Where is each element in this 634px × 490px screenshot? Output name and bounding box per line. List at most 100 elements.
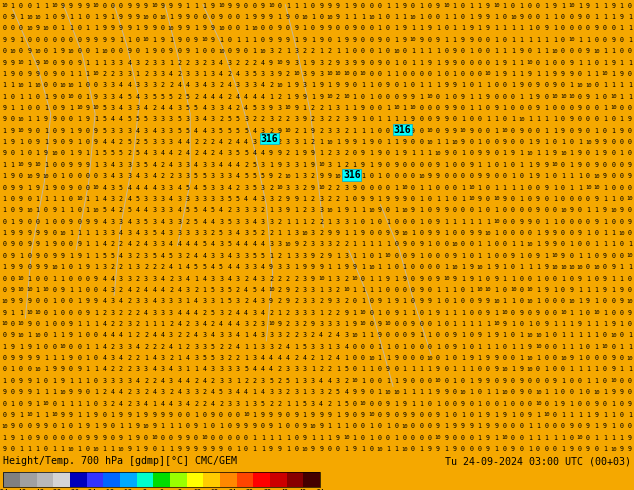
Text: 9: 9 (27, 242, 31, 247)
Text: 1: 1 (369, 423, 373, 429)
Text: 9: 9 (261, 412, 265, 418)
Text: 10: 10 (68, 446, 74, 452)
Text: 4: 4 (169, 400, 173, 407)
Text: 3: 3 (127, 343, 131, 350)
Text: 1: 1 (386, 264, 390, 270)
Text: 3: 3 (294, 367, 298, 372)
Text: 3: 3 (178, 219, 181, 225)
Text: 5: 5 (302, 400, 306, 407)
Text: 0: 0 (369, 71, 373, 77)
Text: 9: 9 (319, 94, 323, 99)
Text: 9: 9 (403, 139, 406, 145)
Bar (70, 472, 87, 487)
Text: 9: 9 (102, 435, 107, 441)
Text: 2: 2 (336, 185, 340, 191)
Text: 3: 3 (102, 264, 107, 270)
Text: 1: 1 (477, 94, 482, 99)
Text: 9: 9 (11, 412, 15, 418)
Text: 0: 0 (603, 298, 607, 304)
Text: 10: 10 (576, 265, 583, 270)
Text: 1: 1 (36, 343, 39, 350)
Text: 9: 9 (344, 412, 348, 418)
Text: 1: 1 (294, 400, 298, 407)
Text: 3: 3 (294, 59, 298, 66)
Text: 9: 9 (61, 59, 65, 66)
Text: 9: 9 (477, 150, 482, 156)
Text: 0: 0 (469, 253, 474, 259)
Text: 3: 3 (169, 185, 173, 191)
Text: 4: 4 (261, 242, 265, 247)
Text: 1: 1 (378, 355, 382, 361)
Text: 0: 0 (611, 116, 615, 122)
Text: 9: 9 (86, 37, 89, 43)
Text: 1: 1 (628, 14, 632, 20)
Text: 0: 0 (586, 150, 590, 156)
Text: 1: 1 (461, 412, 465, 418)
Text: 2: 2 (110, 264, 115, 270)
Text: 0: 0 (11, 196, 15, 202)
Text: 1: 1 (110, 14, 115, 20)
Text: 1: 1 (378, 242, 382, 247)
Text: 0: 0 (427, 207, 432, 213)
Text: 1: 1 (369, 162, 373, 168)
Text: 9: 9 (545, 162, 548, 168)
Text: 5: 5 (127, 139, 131, 145)
Text: 5: 5 (344, 400, 348, 407)
Text: 3: 3 (228, 332, 231, 339)
Text: 9: 9 (127, 14, 131, 20)
Text: 2: 2 (160, 343, 165, 350)
Text: 0: 0 (495, 173, 498, 179)
Text: 5: 5 (252, 253, 256, 259)
Text: 0: 0 (569, 378, 573, 384)
Text: 4: 4 (210, 332, 215, 339)
Text: 9: 9 (477, 298, 482, 304)
Text: 10: 10 (526, 299, 533, 304)
Text: 0: 0 (278, 2, 281, 9)
Bar (3, 472, 20, 487)
Text: 9: 9 (403, 400, 406, 407)
Text: 9: 9 (27, 321, 31, 327)
Text: 0: 0 (444, 298, 448, 304)
Text: 5: 5 (261, 173, 265, 179)
Text: 0: 0 (19, 367, 23, 372)
Text: 3: 3 (160, 207, 165, 213)
Text: 2: 2 (178, 332, 181, 339)
Text: 9: 9 (344, 264, 348, 270)
Text: 9: 9 (486, 150, 490, 156)
Text: 0: 0 (603, 264, 607, 270)
Text: 9: 9 (403, 196, 406, 202)
Text: 0: 0 (545, 207, 548, 213)
Text: 3: 3 (194, 59, 198, 66)
Text: 3: 3 (110, 298, 115, 304)
Text: 0: 0 (469, 435, 474, 441)
Text: 1: 1 (378, 389, 382, 395)
Text: 9: 9 (236, 48, 240, 54)
Text: 10: 10 (76, 105, 82, 111)
Text: 10: 10 (1, 299, 8, 304)
Text: 9: 9 (160, 412, 165, 418)
Text: 5: 5 (186, 207, 190, 213)
Text: 10: 10 (243, 413, 249, 417)
Text: 3: 3 (219, 287, 223, 293)
Text: 2: 2 (144, 59, 148, 66)
Text: 0: 0 (77, 207, 81, 213)
Text: 5: 5 (269, 378, 273, 384)
Text: 2: 2 (127, 367, 131, 372)
Text: 5: 5 (236, 116, 240, 122)
Text: 0: 0 (369, 230, 373, 236)
Text: 0: 0 (511, 139, 515, 145)
Text: 3: 3 (119, 128, 123, 134)
Text: 1: 1 (77, 378, 81, 384)
Text: 0: 0 (527, 230, 532, 236)
Text: 3: 3 (160, 185, 165, 191)
Text: 0: 0 (461, 105, 465, 111)
Text: 1: 1 (361, 287, 365, 293)
Text: 1: 1 (553, 25, 557, 31)
Text: 0: 0 (595, 355, 598, 361)
Text: 10: 10 (393, 49, 399, 54)
Text: 1: 1 (136, 412, 139, 418)
Text: 1: 1 (44, 412, 48, 418)
Text: 9: 9 (27, 343, 31, 350)
Text: 9: 9 (503, 321, 507, 327)
Text: -30: -30 (68, 489, 80, 490)
